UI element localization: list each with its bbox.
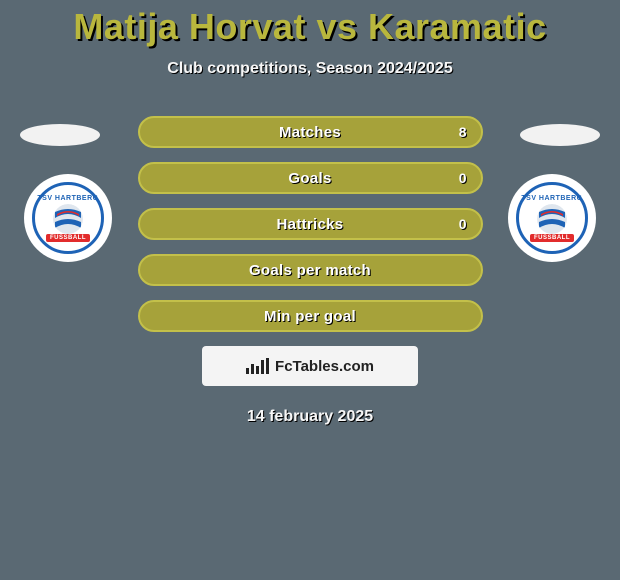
page-title: Matija Horvat vs Karamatic bbox=[0, 0, 620, 48]
watermark: FcTables.com bbox=[202, 346, 418, 386]
watermark-text: FcTables.com bbox=[275, 358, 374, 375]
stat-label: Min per goal bbox=[264, 308, 356, 325]
stat-row-matches: Matches 8 bbox=[138, 116, 483, 148]
club-name-bottom: FUSSBALL bbox=[530, 234, 574, 242]
club-name-bottom: FUSSBALL bbox=[46, 234, 90, 242]
stat-label: Goals per match bbox=[249, 262, 371, 279]
club-logo-left: TSV HARTBERG FUSSBALL bbox=[24, 174, 112, 262]
content-area: TSV HARTBERG FUSSBALL TSV HARTBERG bbox=[0, 116, 620, 456]
stat-value-right: 8 bbox=[459, 124, 467, 140]
club-name-top: TSV HARTBERG bbox=[37, 195, 98, 202]
bar-chart-icon bbox=[246, 358, 269, 374]
stat-row-goals-per-match: Goals per match bbox=[138, 254, 483, 286]
stat-label: Goals bbox=[288, 170, 331, 187]
stat-row-hattricks: Hattricks 0 bbox=[138, 208, 483, 240]
date-line: 14 february 2025 bbox=[0, 408, 620, 426]
stat-value-right: 0 bbox=[459, 170, 467, 186]
soccer-ball-icon bbox=[537, 204, 567, 234]
stat-row-goals: Goals 0 bbox=[138, 162, 483, 194]
stat-label: Matches bbox=[279, 124, 341, 141]
comparison-card: Matija Horvat vs Karamatic Club competit… bbox=[0, 0, 620, 580]
club-logo-right: TSV HARTBERG FUSSBALL bbox=[508, 174, 596, 262]
stat-row-min-per-goal: Min per goal bbox=[138, 300, 483, 332]
soccer-ball-icon bbox=[53, 204, 83, 234]
club-name-top: TSV HARTBERG bbox=[521, 195, 582, 202]
player-ellipse-right bbox=[520, 124, 600, 146]
club-badge-right: TSV HARTBERG FUSSBALL bbox=[516, 182, 588, 254]
stat-label: Hattricks bbox=[277, 216, 344, 233]
stat-rows: Matches 8 Goals 0 Hattricks 0 Goals per … bbox=[138, 116, 483, 332]
club-badge-left: TSV HARTBERG FUSSBALL bbox=[32, 182, 104, 254]
stat-value-right: 0 bbox=[459, 216, 467, 232]
player-ellipse-left bbox=[20, 124, 100, 146]
subtitle: Club competitions, Season 2024/2025 bbox=[0, 60, 620, 78]
